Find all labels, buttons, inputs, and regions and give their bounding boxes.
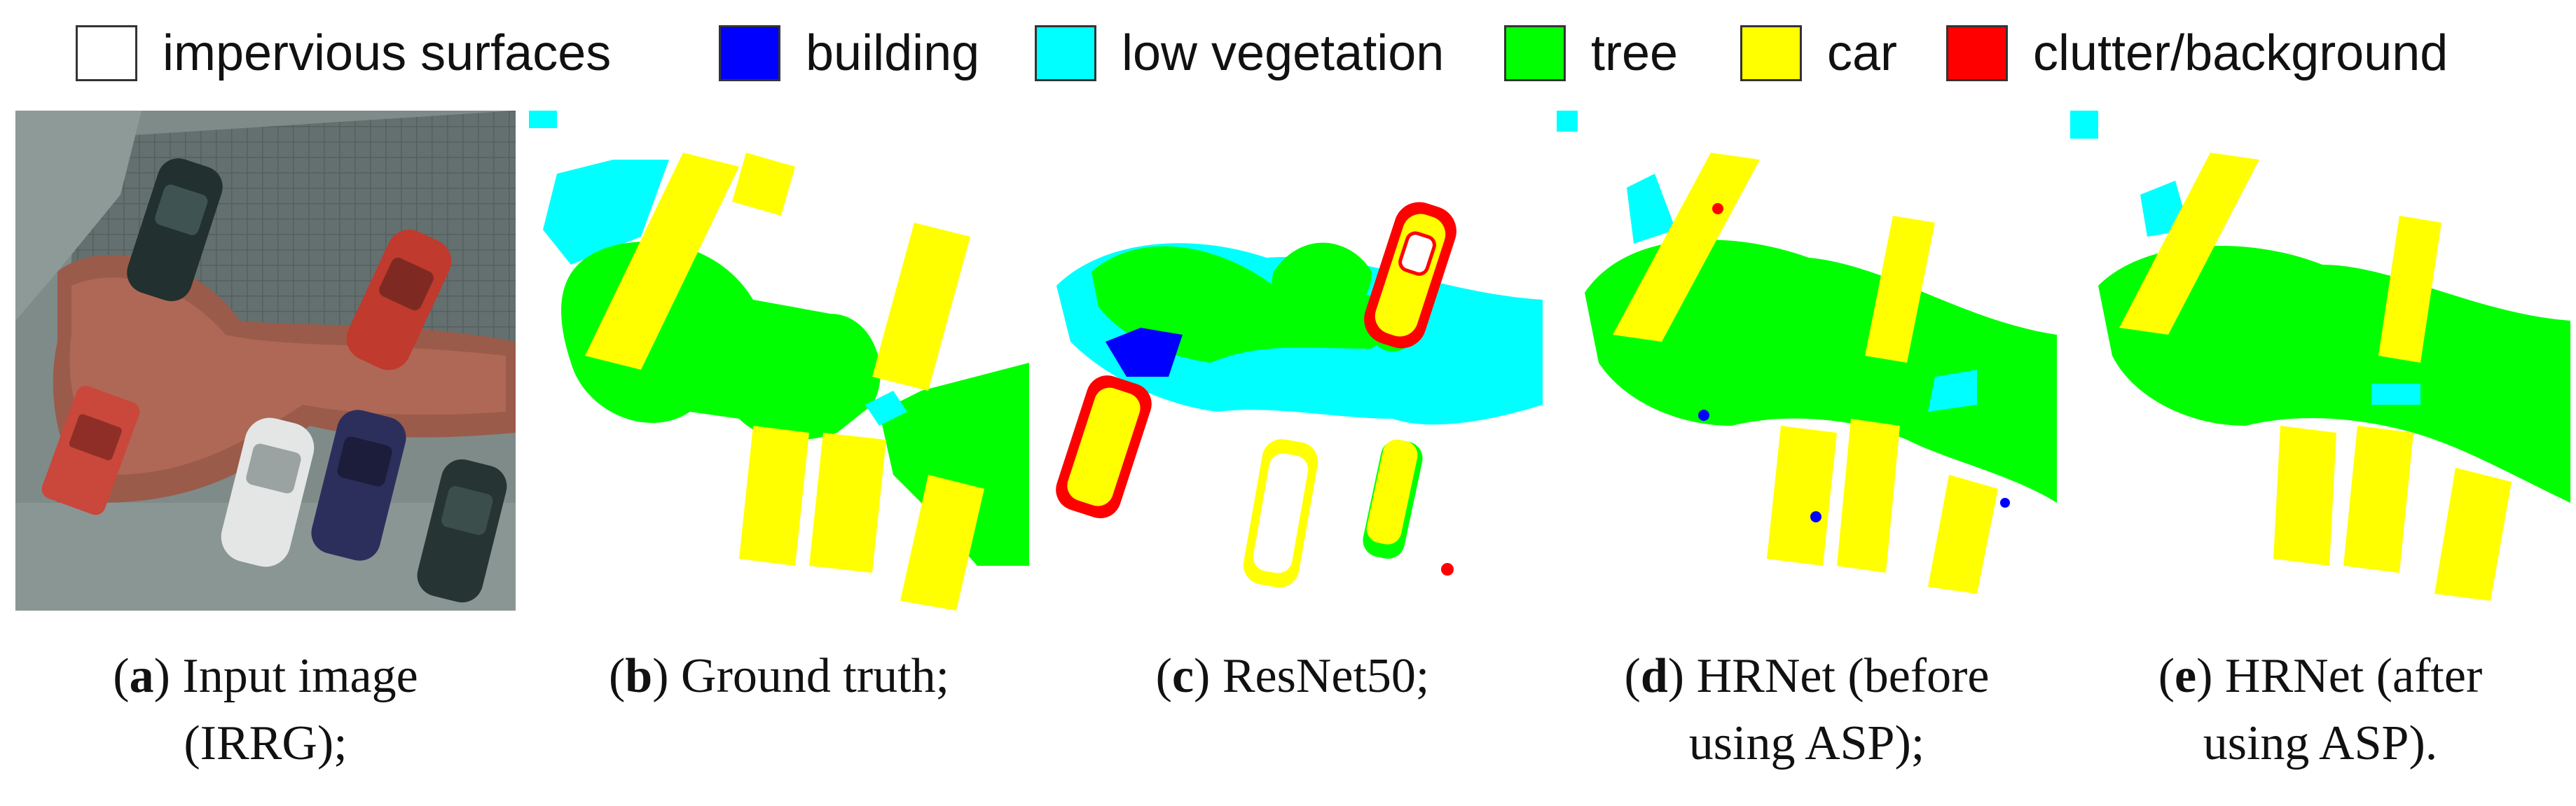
legend-swatch-car [1740,25,1802,81]
legend-swatch-clutter-background [1946,25,2008,81]
caption-text: ResNet50; [1210,649,1430,703]
legend-label: low vegetation [1122,25,1445,81]
legend-label: tree [1591,25,1679,81]
caption-c: (c) ResNet50; [1155,649,1430,703]
legend-swatch-low-vegetation [1035,25,1096,81]
class-legend: impervious surfaces building low vegetat… [0,15,2576,92]
ground-truth-map [529,111,1029,611]
caption-letter: e [2175,649,2197,703]
caption-a: (a) Input image (IRRG); [113,649,418,770]
panel-ground-truth [529,111,1029,611]
caption-letter: b [625,649,653,703]
caption-d: (d) HRNet (before using ASP); [1624,649,1990,770]
legend-swatch-tree [1504,25,1566,81]
caption-text: Input image [170,649,418,703]
caption-text: HRNet (after [2212,649,2483,703]
caption-e: (e) HRNet (after using ASP). [2158,649,2483,770]
caption-letter: a [129,649,154,703]
legend-label: car [1827,25,1898,81]
panel-hrnet-after-asp [2070,111,2570,611]
panel-hrnet-before-asp [1557,111,2057,611]
hrnet-after-asp-prediction-map [2070,111,2570,611]
input-image [15,111,516,611]
legend-label: building [806,25,980,81]
caption-letter: d [1640,649,1668,703]
caption-text-line2: (IRRG); [184,716,347,770]
caption-text-line2: using ASP). [2203,716,2438,770]
legend-swatch-building [719,25,780,81]
caption-text: Ground truth; [668,649,950,703]
caption-text-line2: using ASP); [1688,716,1925,770]
legend-label: clutter/background [2033,25,2448,81]
panel-resnet50 [1042,111,1543,611]
caption-b: (b) Ground truth; [608,649,950,703]
hrnet-before-asp-prediction-map [1557,111,2057,611]
resnet50-prediction-map [1042,111,1543,611]
legend-label: impervious surfaces [163,25,612,81]
panel-input-image [15,111,516,611]
legend-swatch-impervious-surfaces [76,25,137,81]
caption-letter: c [1171,649,1194,703]
caption-text: HRNet (before [1684,649,1990,703]
